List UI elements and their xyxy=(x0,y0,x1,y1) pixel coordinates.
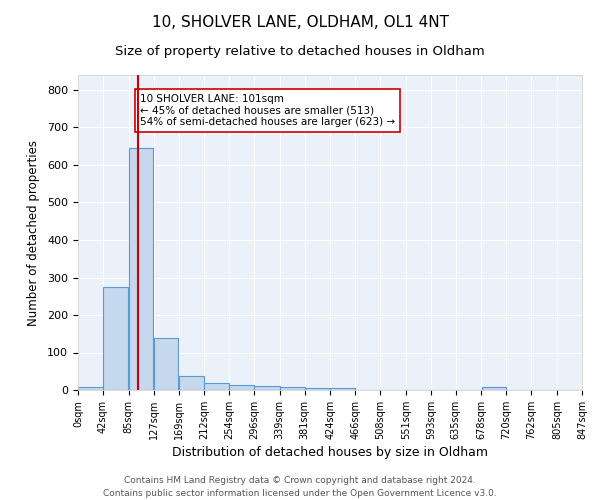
Bar xyxy=(229,385,254,390)
Bar xyxy=(280,387,305,390)
Y-axis label: Number of detached properties: Number of detached properties xyxy=(27,140,40,326)
Text: Size of property relative to detached houses in Oldham: Size of property relative to detached ho… xyxy=(115,45,485,58)
Bar xyxy=(129,148,154,390)
Bar xyxy=(482,387,506,390)
Text: 10 SHOLVER LANE: 101sqm
← 45% of detached houses are smaller (513)
54% of semi-d: 10 SHOLVER LANE: 101sqm ← 45% of detache… xyxy=(140,94,395,127)
Bar xyxy=(254,386,280,390)
Bar xyxy=(103,287,128,390)
Bar xyxy=(305,388,330,390)
Bar xyxy=(179,376,204,390)
Bar xyxy=(331,388,355,390)
Bar xyxy=(154,338,178,390)
X-axis label: Distribution of detached houses by size in Oldham: Distribution of detached houses by size … xyxy=(172,446,488,459)
Bar xyxy=(204,382,229,390)
Text: Contains HM Land Registry data © Crown copyright and database right 2024.
Contai: Contains HM Land Registry data © Crown c… xyxy=(103,476,497,498)
Bar xyxy=(78,387,103,390)
Text: 10, SHOLVER LANE, OLDHAM, OL1 4NT: 10, SHOLVER LANE, OLDHAM, OL1 4NT xyxy=(151,15,449,30)
